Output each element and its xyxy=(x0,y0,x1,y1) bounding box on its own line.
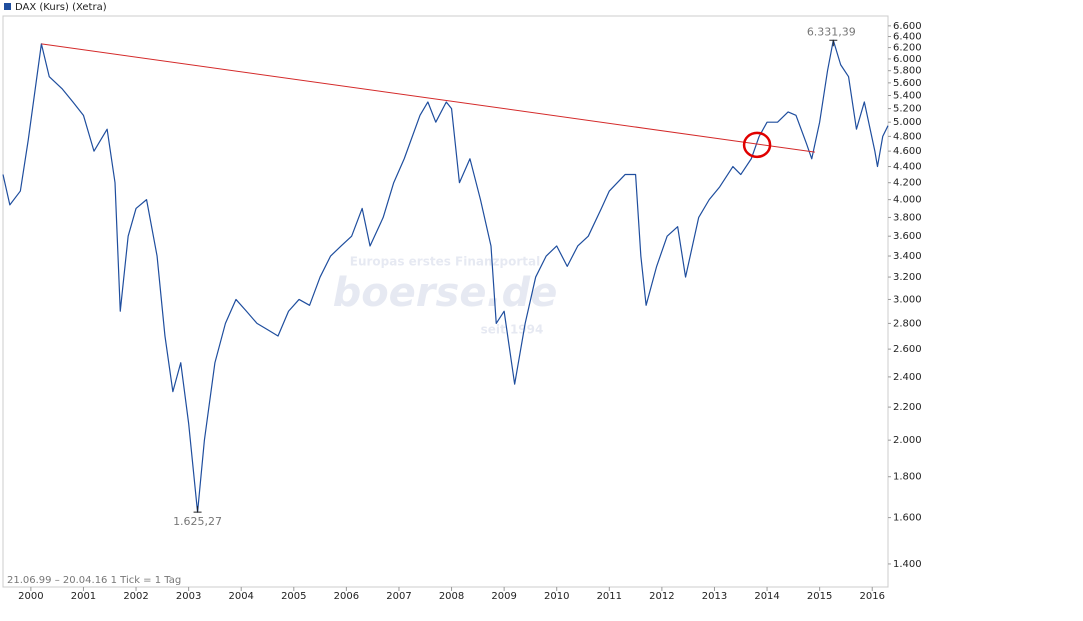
x-tick-label: 2015 xyxy=(807,591,832,602)
y-tick-label: 3.800 xyxy=(893,212,922,223)
price-line xyxy=(2,39,889,513)
annotation: 6.331,39 xyxy=(807,25,856,38)
plot-frame xyxy=(2,15,889,588)
x-tick-label: 2004 xyxy=(228,591,253,602)
extreme-marker xyxy=(829,39,838,47)
x-tick-label: 2014 xyxy=(754,591,779,602)
y-tick-label: 5.800 xyxy=(893,66,922,77)
y-tick-label: 6.400 xyxy=(893,32,922,43)
trend-line xyxy=(41,43,815,153)
annotation: 1.625,27 xyxy=(173,515,222,528)
y-tick-label: 1.400 xyxy=(893,559,922,570)
y-tick-label: 2.000 xyxy=(893,435,922,446)
y-tick-label: 4.800 xyxy=(893,131,922,142)
y-tick-label: 5.200 xyxy=(893,104,922,115)
y-tick-label: 4.600 xyxy=(893,146,922,157)
y-tick-label: 4.200 xyxy=(893,178,922,189)
x-tick-label: 2010 xyxy=(544,591,569,602)
y-tick-label: 1.800 xyxy=(893,472,922,483)
y-tick-label: 3.000 xyxy=(893,294,922,305)
x-tick-label: 2006 xyxy=(334,591,359,602)
y-tick-label: 2.800 xyxy=(893,318,922,329)
x-tick-label: 2007 xyxy=(386,591,411,602)
y-tick-label: 6.000 xyxy=(893,54,922,65)
y-tick-label: 3.400 xyxy=(893,251,922,262)
x-tick-label: 2003 xyxy=(176,591,201,602)
y-tick-label: 2.400 xyxy=(893,372,922,383)
y-tick-label: 3.200 xyxy=(893,272,922,283)
x-tick-label: 2012 xyxy=(649,591,674,602)
x-tick-label: 2011 xyxy=(597,591,622,602)
watermark-logo: boerse.de xyxy=(333,270,558,316)
y-tick-label: 4.000 xyxy=(893,195,922,206)
x-tick-label: 2005 xyxy=(281,591,306,602)
x-tick-label: 2009 xyxy=(491,591,516,602)
y-tick-label: 1.600 xyxy=(893,513,922,524)
y-tick-label: 4.400 xyxy=(893,162,922,173)
watermark-text: seit 1994 xyxy=(481,323,544,337)
y-tick-label: 2.200 xyxy=(893,402,922,413)
x-tick-label: 2008 xyxy=(439,591,464,602)
footer: 21.06.99 – 20.04.16 1 Tick = 1 Tag xyxy=(7,575,181,586)
highlight-circle xyxy=(742,131,772,159)
y-tick-label: 6.200 xyxy=(893,43,922,54)
watermark: Europas erstes Finanzportal boerse.de se… xyxy=(333,255,558,337)
legend-label: DAX (Kurs) (Xetra) xyxy=(15,2,107,13)
y-tick-label: 2.600 xyxy=(893,344,922,355)
x-tick-label: 2000 xyxy=(18,591,43,602)
y-tick-label: 5.000 xyxy=(893,117,922,128)
extreme-marker xyxy=(193,506,202,513)
y-tick-label: 5.400 xyxy=(893,90,922,101)
y-tick-label: 6.600 xyxy=(893,21,922,32)
x-tick-label: 2001 xyxy=(71,591,96,602)
y-tick-label: 3.600 xyxy=(893,231,922,242)
watermark-text: Europas erstes Finanzportal xyxy=(350,255,540,269)
x-tick-label: 2002 xyxy=(123,591,148,602)
x-tick-label: 2016 xyxy=(859,591,884,602)
y-tick-label: 5.600 xyxy=(893,78,922,89)
x-tick-label: 2013 xyxy=(702,591,727,602)
legend-swatch xyxy=(4,3,11,10)
